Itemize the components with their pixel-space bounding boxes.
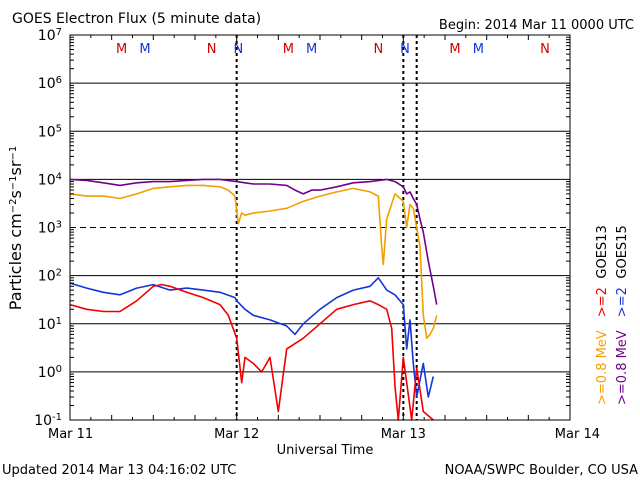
- y-tick-label: 103: [38, 219, 62, 237]
- series-line: [69, 283, 434, 421]
- updated-time: Updated 2014 Mar 13 04:16:02 UTC: [2, 463, 236, 478]
- y-tick-label: 10-1: [34, 412, 62, 430]
- x-axis-label: Universal Time: [277, 443, 374, 458]
- marker-n: N: [207, 42, 217, 57]
- marker-n: N: [233, 42, 243, 57]
- legend-item: GOES15: [615, 225, 630, 278]
- marker-m: M: [306, 42, 317, 57]
- plot-grid: [70, 35, 570, 420]
- legend-item: >=2: [595, 287, 610, 317]
- legend-item: GOES13: [595, 225, 610, 278]
- series-line: [69, 184, 438, 340]
- marker-m: M: [139, 42, 150, 57]
- begin-time: Begin: 2014 Mar 11 0000 UTC: [439, 18, 634, 33]
- x-tick-label: Mar 11: [48, 427, 93, 442]
- y-tick-label: 104: [38, 171, 62, 189]
- y-tick-label: 105: [38, 123, 62, 141]
- legend: >=0.8 MeV >=0.8 MeV >=2 >=2 GOES15 GOES13: [595, 225, 630, 405]
- y-axis-label: Particles cm−2s−1sr−1: [6, 146, 25, 310]
- y-tick-label: 102: [38, 267, 62, 285]
- marker-m: M: [116, 42, 127, 57]
- plot-frame: [69, 34, 571, 421]
- chart-title: GOES Electron Flux (5 minute data): [12, 11, 261, 27]
- y-tick-label: 107: [38, 27, 62, 45]
- y-tick-label: 101: [38, 315, 62, 333]
- marker-m: M: [283, 42, 294, 57]
- y-tick-label: 100: [38, 363, 62, 381]
- marker-n: N: [540, 42, 550, 57]
- x-tick-label: Mar 14: [555, 427, 600, 442]
- x-tick-label: Mar 13: [381, 427, 426, 442]
- series-line: [69, 178, 438, 305]
- credit: NOAA/SWPC Boulder, CO USA: [445, 463, 638, 478]
- marker-n: N: [400, 42, 410, 57]
- marker-m: M: [449, 42, 460, 57]
- series-line: [69, 276, 435, 398]
- series-lines: [69, 178, 438, 421]
- x-tick-label: Mar 12: [214, 427, 259, 442]
- legend-item: >=0.8 MeV: [595, 330, 610, 405]
- legend-item: >=2: [615, 287, 630, 317]
- legend-item: >=0.8 MeV: [615, 330, 630, 405]
- marker-n: N: [373, 42, 383, 57]
- axis-ticks: 10-1 100 101 102 103 104 105 106 107 Mar 11 Mar 12…: [34, 27, 600, 443]
- y-tick-label: 106: [38, 75, 62, 93]
- marker-m: M: [473, 42, 484, 57]
